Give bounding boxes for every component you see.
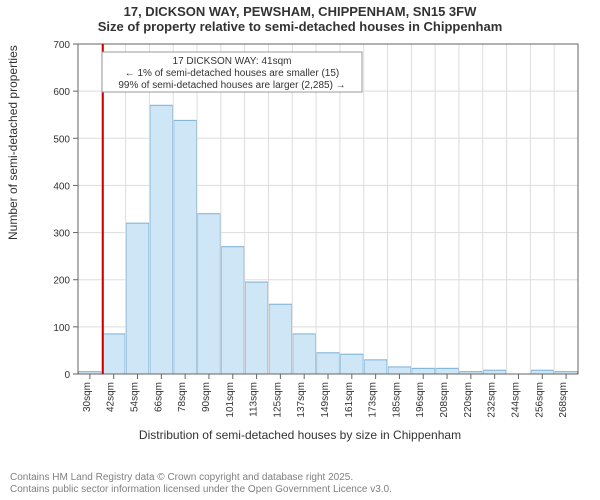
- svg-text:100: 100: [53, 323, 70, 334]
- x-tick-label: 220sqm: [463, 382, 474, 418]
- x-tick-label: 66sqm: [153, 382, 164, 412]
- x-tick-label: 101sqm: [225, 382, 236, 418]
- svg-text:300: 300: [53, 229, 70, 240]
- title-block: 17, DICKSON WAY, PEWSHAM, CHIPPENHAM, SN…: [0, 0, 600, 34]
- x-tick-label: 137sqm: [296, 382, 307, 418]
- svg-text:200: 200: [53, 276, 70, 287]
- histogram-bar: [102, 334, 125, 374]
- svg-text:500: 500: [53, 134, 70, 145]
- histogram-bar: [388, 367, 411, 374]
- x-tick-label: 256sqm: [534, 382, 545, 418]
- attribution-footer: Contains HM Land Registry data © Crown c…: [10, 472, 392, 496]
- histogram-bar: [174, 120, 197, 374]
- chart-title-line2: Size of property relative to semi-detach…: [0, 19, 600, 34]
- x-tick-label: 125sqm: [272, 382, 283, 418]
- histogram-bar: [150, 105, 173, 374]
- x-tick-label: 90sqm: [201, 382, 212, 412]
- x-tick-label: 232sqm: [487, 382, 498, 418]
- svg-text:700: 700: [53, 40, 70, 51]
- histogram-bar: [317, 353, 340, 374]
- x-tick-label: 149sqm: [320, 382, 331, 418]
- x-tick-label: 54sqm: [130, 382, 141, 412]
- histogram-bar: [221, 247, 244, 374]
- svg-text:600: 600: [53, 87, 70, 98]
- histogram-bar: [293, 334, 316, 374]
- histogram-chart: 0 100 200 300 400 500 600 700 30sqm 42sqm 54sqm 66s…: [30, 38, 590, 438]
- x-tick-label: 185sqm: [391, 382, 402, 418]
- x-tick-label: 30sqm: [82, 382, 93, 412]
- x-tick-label: 196sqm: [415, 382, 426, 418]
- chart-area: 0 100 200 300 400 500 600 700 30sqm 42sqm 54sqm 66s…: [30, 38, 590, 438]
- x-tick-label: 208sqm: [439, 382, 450, 418]
- histogram-bar: [436, 368, 459, 374]
- x-tick-label: 42sqm: [106, 382, 117, 412]
- x-tick-label: 244sqm: [510, 382, 521, 418]
- x-tick-label: 113sqm: [249, 382, 260, 417]
- svg-text:400: 400: [53, 181, 70, 192]
- x-axis-label: Distribution of semi-detached houses by …: [0, 428, 600, 442]
- annotation-line: 99% of semi-detached houses are larger (…: [118, 80, 345, 91]
- x-tick-label: 268sqm: [558, 382, 569, 418]
- histogram-bar: [340, 354, 363, 374]
- histogram-bar: [364, 360, 387, 374]
- x-tick-label: 78sqm: [177, 382, 188, 412]
- footer-line1: Contains HM Land Registry data © Crown c…: [10, 472, 392, 484]
- annotation-line: 17 DICKSON WAY: 41sqm: [173, 56, 292, 67]
- chart-title-line1: 17, DICKSON WAY, PEWSHAM, CHIPPENHAM, SN…: [0, 4, 600, 19]
- histogram-bar: [126, 223, 149, 374]
- x-tick-label: 161sqm: [344, 382, 355, 418]
- histogram-bar: [531, 370, 554, 374]
- y-axis-label: Number of semi-detached properties: [6, 45, 20, 240]
- footer-line2: Contains public sector information licen…: [10, 484, 392, 496]
- histogram-bar: [269, 304, 292, 374]
- svg-text:0: 0: [64, 370, 70, 381]
- histogram-bar: [412, 368, 435, 374]
- histogram-bar: [245, 282, 268, 374]
- histogram-bar: [198, 214, 221, 374]
- histogram-bar: [483, 370, 506, 374]
- x-tick-label: 173sqm: [368, 382, 379, 418]
- annotation-line: ← 1% of semi-detached houses are smaller…: [125, 68, 340, 79]
